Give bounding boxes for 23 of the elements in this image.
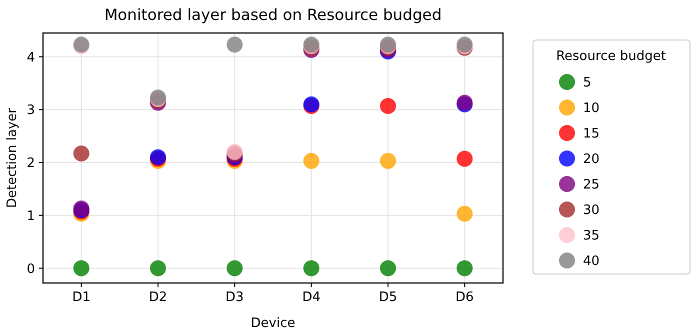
legend-label: 25 bbox=[583, 178, 600, 193]
legend-label: 20 bbox=[583, 152, 600, 168]
legend-title: Resource budget bbox=[556, 49, 666, 64]
chart-title: Monitored layer based on Resource budged bbox=[104, 6, 442, 24]
y-tick-label: 0 bbox=[26, 262, 35, 277]
y-tick-label: 3 bbox=[26, 103, 35, 118]
x-tick-label: D4 bbox=[302, 290, 320, 305]
legend-label: 35 bbox=[583, 228, 600, 244]
x-tick-label: D5 bbox=[378, 290, 398, 305]
x-tick-label: D3 bbox=[226, 290, 244, 305]
x-tick-label: D6 bbox=[456, 290, 474, 305]
legend-label: 30 bbox=[583, 203, 600, 218]
y-axis-title: Detection layer bbox=[5, 107, 20, 208]
legend-label: 15 bbox=[583, 126, 600, 142]
y-tick-label: 4 bbox=[26, 50, 35, 66]
y-tick-label: 2 bbox=[26, 156, 35, 172]
x-tick-label: D2 bbox=[148, 290, 168, 305]
x-axis-title: Device bbox=[250, 316, 296, 331]
y-tick-label: 1 bbox=[26, 208, 35, 224]
legend-label: 40 bbox=[583, 254, 600, 270]
legend-label: 5 bbox=[583, 76, 592, 91]
x-tick-label: D1 bbox=[72, 290, 90, 305]
legend-label: 10 bbox=[583, 101, 600, 116]
